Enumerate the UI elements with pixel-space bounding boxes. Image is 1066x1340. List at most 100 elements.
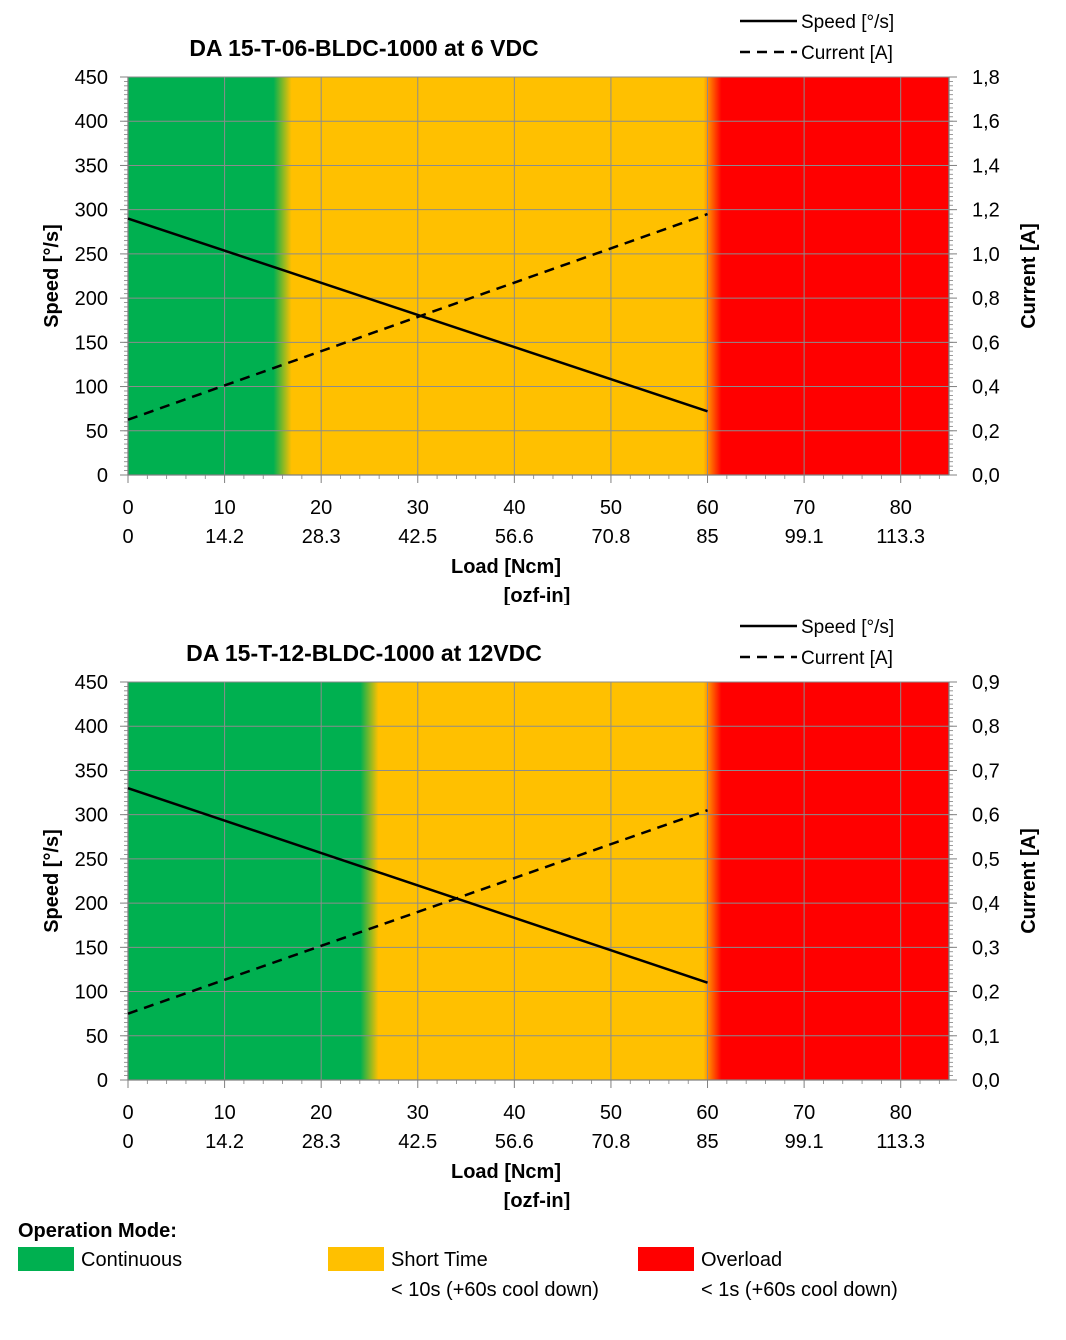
x-tick-label: 60 (696, 1102, 718, 1124)
right-tick-label: 1,4 (972, 155, 1000, 177)
continuous-swatch (18, 1247, 74, 1271)
left-tick-label: 100 (75, 982, 108, 1004)
right-tick-label: 0,8 (972, 716, 1000, 738)
x2-tick-label: 70.8 (591, 1131, 630, 1153)
plot-area-zones (128, 682, 949, 1080)
right-tick-label: 0,6 (972, 805, 1000, 827)
x-tick-label: 50 (600, 497, 622, 519)
x2-tick-label: 113.3 (876, 526, 925, 548)
left-tick-label: 450 (75, 672, 108, 694)
x2-tick-label: 0 (122, 526, 133, 548)
overload-note: < 1s (+60s cool down) (701, 1279, 898, 1301)
right-tick-label: 1,6 (972, 111, 1000, 133)
left-tick-label: 350 (75, 760, 108, 782)
x-tick-label: 0 (122, 1102, 133, 1124)
x2-tick-label: 42.5 (398, 1131, 437, 1153)
left-tick-label: 300 (75, 200, 108, 222)
x-tick-label: 60 (696, 497, 718, 519)
x-tick-label: 50 (600, 1102, 622, 1124)
chart-title: DA 15-T-06-BLDC-1000 at 6 VDC (189, 35, 538, 61)
x-tick-label: 20 (310, 1102, 332, 1124)
operation-mode-legend: Operation Mode: Continuous Short Time < … (18, 1217, 1048, 1327)
x-axis-label: Load [Ncm] (451, 1161, 561, 1183)
overload-swatch (638, 1247, 694, 1271)
chart-6vdc: 0501001502002503003504004500,00,20,40,60… (41, 12, 1040, 605)
current-series-line (127, 212, 708, 421)
left-tick-label: 450 (75, 67, 108, 89)
x-tick-label: 30 (407, 1102, 429, 1124)
x2-tick-label: 42.5 (398, 526, 437, 548)
x-tick-label: 40 (503, 497, 525, 519)
chart-title: DA 15-T-12-BLDC-1000 at 12VDC (186, 640, 542, 666)
left-tick-label: 250 (75, 244, 108, 266)
right-tick-label: 0,4 (972, 377, 1000, 399)
right-tick-label: 1,2 (972, 200, 1000, 222)
legend-label-speed: Speed [°/s] (801, 617, 894, 638)
x2-tick-label: 85 (696, 526, 718, 548)
speed-series-line (127, 786, 708, 984)
x-tick-label: 70 (793, 497, 815, 519)
right-tick-label: 0,9 (972, 672, 1000, 694)
x-tick-label: 80 (890, 1102, 912, 1124)
right-tick-label: 1,0 (972, 244, 1000, 266)
left-tick-label: 150 (75, 332, 108, 354)
legend-label-current: Current [A] (801, 43, 893, 64)
x-tick-label: 40 (503, 1102, 525, 1124)
x-tick-label: 10 (213, 497, 235, 519)
x2-tick-label: 85 (696, 1131, 718, 1153)
x2-tick-label: 14.2 (205, 1131, 244, 1153)
left-tick-label: 100 (75, 377, 108, 399)
right-tick-label: 0,2 (972, 982, 1000, 1004)
x-tick-label: 20 (310, 497, 332, 519)
left-tick-label: 400 (75, 716, 108, 738)
left-tick-label: 200 (75, 288, 108, 310)
right-tick-label: 0,8 (972, 288, 1000, 310)
right-tick-label: 1,8 (972, 67, 1000, 89)
x2-tick-label: 14.2 (205, 526, 244, 548)
x2-tick-label: 28.3 (302, 1131, 341, 1153)
legend-label-speed: Speed [°/s] (801, 12, 894, 33)
continuous-label: Continuous (81, 1249, 183, 1271)
y2-axis-label: Current [A] (1018, 223, 1040, 329)
left-tick-label: 150 (75, 937, 108, 959)
x2-tick-label: 28.3 (302, 526, 341, 548)
right-tick-label: 0,7 (972, 760, 1000, 782)
legend-label-current: Current [A] (801, 648, 893, 669)
short-time-label: Short Time (391, 1249, 488, 1271)
speed-series-line (127, 217, 708, 413)
current-series-line (127, 809, 708, 1015)
right-tick-label: 0,3 (972, 937, 1000, 959)
short-time-note: < 10s (+60s cool down) (391, 1279, 599, 1301)
right-tick-label: 0,0 (972, 1070, 1000, 1092)
left-tick-label: 0 (97, 1070, 108, 1092)
y-axis-label: Speed [°/s] (41, 829, 63, 933)
x-tick-label: 0 (122, 497, 133, 519)
left-tick-label: 350 (75, 155, 108, 177)
x2-tick-label: 113.3 (876, 1131, 925, 1153)
chart-12vdc: 0501001502002503003504004500,00,10,20,30… (41, 617, 1040, 1210)
left-tick-label: 200 (75, 893, 108, 915)
left-tick-label: 250 (75, 849, 108, 871)
operation-mode-title: Operation Mode: (18, 1220, 177, 1242)
x2-axis-label: [ozf-in] (504, 1190, 571, 1210)
left-tick-label: 300 (75, 805, 108, 827)
x-tick-label: 70 (793, 1102, 815, 1124)
x2-tick-label: 70.8 (591, 526, 630, 548)
right-tick-label: 0,0 (972, 465, 1000, 487)
y2-axis-label: Current [A] (1018, 828, 1040, 934)
x2-tick-label: 56.6 (495, 1131, 534, 1153)
right-tick-label: 0,4 (972, 893, 1000, 915)
x2-tick-label: 0 (122, 1131, 133, 1153)
x-tick-label: 10 (213, 1102, 235, 1124)
short-time-swatch (328, 1247, 384, 1271)
left-tick-label: 50 (86, 1026, 108, 1048)
left-tick-label: 50 (86, 421, 108, 443)
right-tick-label: 0,2 (972, 421, 1000, 443)
x2-tick-label: 99.1 (785, 1131, 824, 1153)
left-tick-label: 400 (75, 111, 108, 133)
right-tick-label: 0,5 (972, 849, 1000, 871)
x2-tick-label: 99.1 (785, 526, 824, 548)
x-axis-label: Load [Ncm] (451, 556, 561, 578)
left-tick-label: 0 (97, 465, 108, 487)
x-tick-label: 30 (407, 497, 429, 519)
